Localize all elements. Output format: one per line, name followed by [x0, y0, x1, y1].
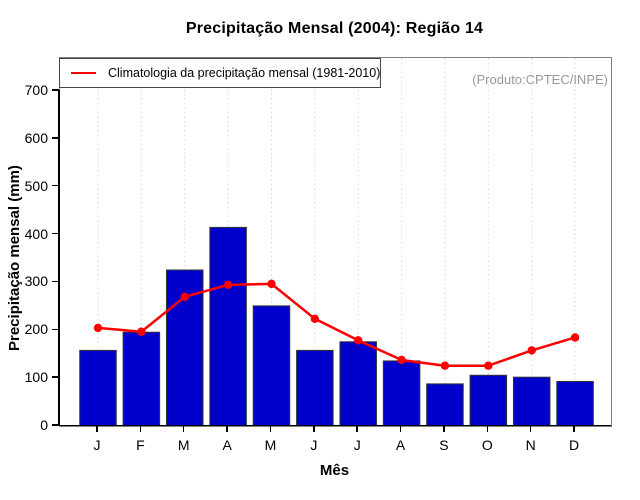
x-axis-tick-label: F: [136, 437, 145, 453]
climatology-point: [354, 336, 363, 345]
climatology-point: [137, 327, 146, 336]
precipitation-bar: [252, 305, 291, 426]
climatology-point: [570, 333, 580, 342]
x-axis-tick-label: J: [353, 437, 361, 453]
x-axis-tick: [182, 425, 185, 432]
x-axis-tick: [96, 425, 98, 432]
x-axis-tick-label: N: [525, 437, 536, 453]
x-axis-tick-label: A: [395, 437, 406, 453]
y-axis-tick-label: 100: [24, 369, 48, 386]
x-axis-tick: [226, 425, 228, 432]
climatology-point: [180, 292, 189, 301]
x-axis-tick: [399, 425, 402, 432]
y-axis-tick: [52, 184, 59, 187]
precipitation-bar: [469, 374, 508, 426]
y-axis-tick-label: 200: [24, 321, 48, 338]
legend-line-swatch: [71, 71, 96, 75]
x-axis-tick: [573, 425, 575, 432]
climatology-point: [310, 314, 320, 324]
x-axis-tick-label: D: [569, 437, 580, 453]
climatology-point: [223, 280, 233, 290]
climatology-point: [440, 361, 450, 370]
x-axis-tick-label: M: [264, 437, 277, 453]
x-axis-tick-label: O: [481, 437, 493, 453]
precipitation-bar: [556, 380, 594, 426]
precipitation-bar: [296, 349, 334, 426]
x-axis-tick: [313, 425, 315, 432]
y-axis-tick: [52, 424, 59, 426]
legend-box: Climatologia da precipitação mensal (198…: [59, 58, 381, 88]
precipitation-bar: [339, 341, 377, 426]
x-axis-tick: [443, 425, 445, 432]
x-axis-tick-label: J: [310, 437, 318, 453]
x-axis-tick-label: A: [222, 437, 232, 453]
chart-title: Precipitação Mensal (2004): Região 14: [185, 20, 484, 37]
precipitation-bar: [512, 376, 551, 426]
precipitation-bar: [426, 383, 464, 426]
x-axis-label: Mês: [319, 462, 350, 479]
precipitation-bar: [209, 226, 247, 426]
climatology-point: [484, 361, 493, 370]
x-axis-tick: [486, 425, 489, 432]
x-axis-tick-label: M: [177, 437, 190, 453]
x-axis-line: [58, 424, 611, 426]
x-axis-tick-label: J: [93, 437, 101, 453]
x-axis-tick-label: S: [439, 437, 449, 453]
x-axis-tick: [139, 425, 142, 432]
y-axis-tick: [52, 376, 59, 378]
y-axis-tick-label: 700: [24, 82, 48, 99]
climatology-line: [96, 282, 577, 367]
x-axis-tick: [356, 425, 358, 432]
y-axis-tick: [52, 89, 59, 91]
precipitation-bar: [122, 331, 161, 426]
plot-area: Climatologia da precipitação mensal (198…: [59, 57, 612, 427]
legend-label: Climatologia da precipitação mensal (198…: [108, 66, 381, 80]
y-axis-line: [58, 90, 60, 426]
y-axis-tick: [52, 280, 59, 283]
chart-plot-svg: [79, 58, 594, 426]
precipitation-bar: [382, 360, 421, 426]
y-axis-tick-label: 500: [24, 177, 48, 194]
y-axis-tick-label: 600: [24, 129, 48, 146]
y-axis-tick-label: 300: [24, 273, 48, 290]
precipitation-bar: [79, 349, 117, 426]
climatology-point: [93, 323, 103, 333]
climatology-point: [527, 346, 536, 355]
product-watermark: (Produto:CPTEC/INPE): [472, 72, 608, 87]
y-axis-tick: [52, 328, 59, 331]
y-axis-tick-label: 400: [24, 225, 48, 242]
climatology-point: [267, 279, 276, 289]
y-axis-tick: [52, 137, 59, 139]
climatology-point: [397, 355, 406, 365]
x-axis-tick: [269, 425, 272, 432]
x-axis-tick: [529, 425, 532, 432]
y-axis-tick: [52, 232, 59, 235]
y-axis-tick-label: 0: [40, 417, 48, 433]
